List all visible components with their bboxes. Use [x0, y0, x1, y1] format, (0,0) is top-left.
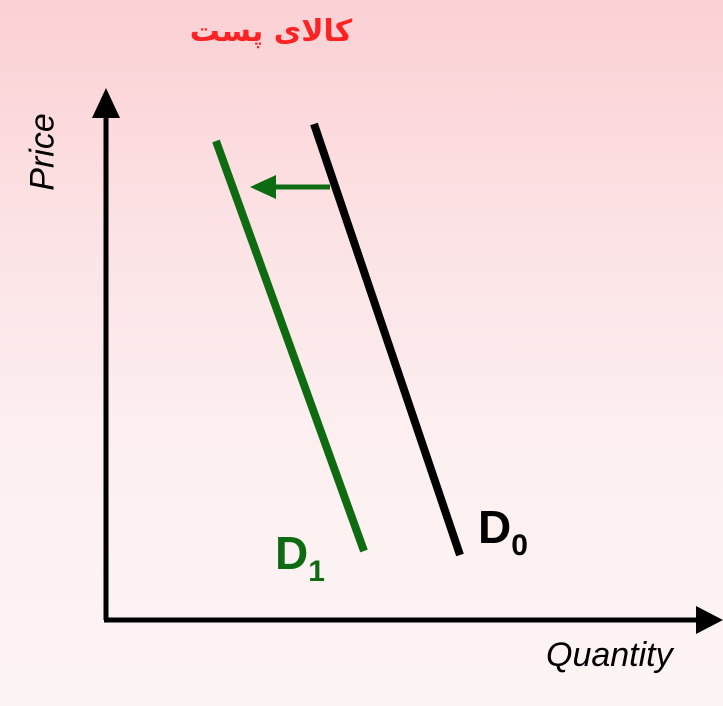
x-axis-arrowhead [696, 606, 723, 634]
shift-arrow [250, 175, 330, 199]
curve-label-d1-letter: D [275, 527, 309, 579]
x-axis [104, 606, 723, 634]
y-axis-arrowhead [92, 88, 120, 118]
demand-curve-d0 [310, 122, 464, 557]
x-axis-label: Quantity [546, 636, 673, 674]
y-axis [92, 88, 120, 620]
curve-label-d1-subscript: 1 [308, 555, 325, 588]
curve-label-d0: D0 [478, 501, 528, 561]
diagram-title: کالای پست [189, 14, 353, 49]
curve-label-d1: D1 [275, 527, 325, 587]
demand-curve-d1 [212, 139, 368, 553]
curve-label-d0-subscript: 0 [511, 529, 528, 562]
y-axis-label: Price [23, 113, 62, 191]
curve-label-d0-letter: D [478, 501, 512, 553]
